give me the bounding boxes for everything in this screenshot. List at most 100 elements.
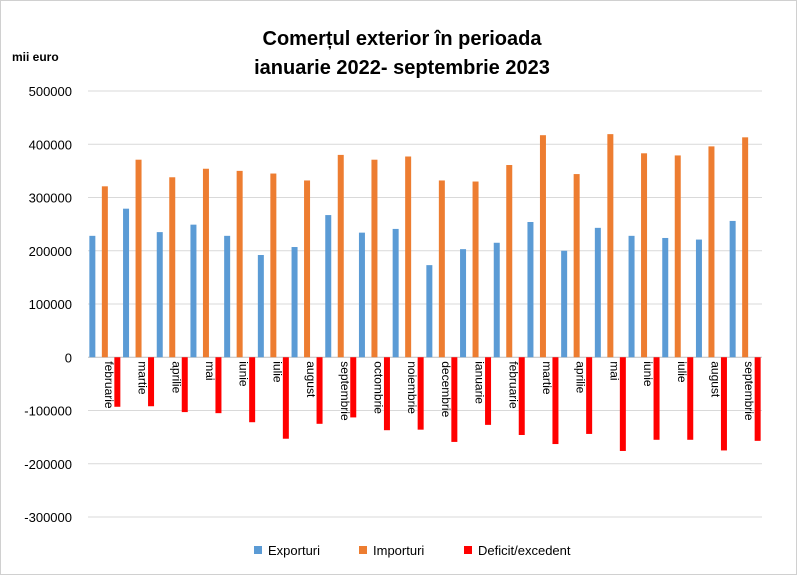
bar-exporturi-19 [695,239,702,358]
bar-importuri-9 [371,159,378,358]
bars [89,134,761,451]
bar-exporturi-5 [224,235,231,358]
legend: Exporturi Importuri Deficit/excedent [254,543,571,558]
bar-importuri-16 [607,134,614,358]
bar-exporturi-14 [527,221,534,358]
y-tick-label: 400000 [29,137,72,152]
bar-deficit-excedent-7 [316,357,323,424]
chart-title-line2: ianuarie 2022- septembrie 2023 [254,57,550,79]
x-tick-label: octombrie [371,361,385,414]
legend-swatch [464,546,472,554]
x-tick-label: iulie [270,361,284,383]
bar-exporturi-2 [123,208,130,358]
bar-importuri-5 [236,170,243,358]
bar-exporturi-12 [460,249,467,358]
bar-importuri-3 [169,177,176,358]
x-tick-label: aprilie [574,361,588,393]
bar-deficit-excedent-15 [586,357,593,434]
x-tick-label: mai [607,361,621,380]
bar-exporturi-7 [291,247,298,358]
bar-importuri-11 [438,180,445,358]
bar-exporturi-18 [662,237,669,358]
bar-deficit-excedent-5 [249,357,256,423]
bar-deficit-excedent-20 [754,357,761,441]
x-tick-label: iunie [641,361,655,387]
bar-deficit-excedent-10 [417,357,424,430]
bar-exporturi-3 [156,232,163,358]
x-tick-label: februarie [102,361,116,409]
x-tick-label: decembrie [439,361,453,417]
x-tick-label: ianuarie [473,361,487,404]
bar-importuri-8 [337,154,344,358]
bar-importuri-10 [405,156,412,358]
x-axis-ticks: februarie martie aprilie mai iunie iulie augus… [102,361,756,421]
y-tick-label: -300000 [24,510,72,525]
bar-deficit-excedent-3 [181,357,188,413]
bar-deficit-excedent-1 [114,357,121,407]
legend-label: Importuri [373,543,424,558]
legend-swatch [254,546,262,554]
bar-deficit-excedent-17 [653,357,660,440]
bar-exporturi-6 [257,255,264,358]
bar-deficit-excedent-11 [451,357,458,442]
x-tick-label: septembrie [338,361,352,421]
bar-importuri-17 [641,153,648,358]
bar-exporturi-13 [493,242,500,358]
bar-exporturi-4 [190,224,197,358]
bar-deficit-excedent-18 [687,357,694,440]
bar-importuri-18 [674,155,681,358]
bar-exporturi-16 [594,227,601,358]
legend-label: Deficit/excedent [478,543,571,558]
bar-importuri-13 [506,165,513,358]
bar-exporturi-10 [392,228,399,358]
y-tick-label: 100000 [29,297,72,312]
bar-exporturi-9 [358,232,365,358]
bar-importuri-14 [539,135,546,358]
bar-exporturi-11 [426,265,433,358]
x-tick-label: februarie [506,361,520,409]
x-tick-label: septembrie [742,361,756,421]
bar-deficit-excedent-2 [148,357,155,407]
bar-deficit-excedent-12 [485,357,492,425]
x-tick-label: august [708,361,722,398]
y-tick-label: -100000 [24,404,72,419]
bar-exporturi-17 [628,235,635,358]
bar-deficit-excedent-9 [383,357,390,431]
bar-importuri-2 [135,159,142,358]
bar-importuri-19 [708,146,715,358]
bar-exporturi-8 [325,215,332,358]
bar-deficit-excedent-19 [720,357,727,451]
bar-exporturi-1 [89,235,96,358]
bar-importuri-7 [304,180,311,358]
bar-importuri-4 [202,168,209,358]
bar-deficit-excedent-8 [350,357,357,418]
y-tick-label: 200000 [29,244,72,259]
bar-importuri-20 [742,137,749,358]
legend-label: Exporturi [268,543,320,558]
bar-deficit-excedent-14 [552,357,559,445]
bar-exporturi-15 [561,250,568,358]
bar-deficit-excedent-4 [215,357,222,414]
bar-deficit-excedent-16 [619,357,626,451]
bar-importuri-1 [101,186,108,358]
x-tick-label: iunie [237,361,251,387]
y-tick-label: 0 [65,350,72,365]
bar-importuri-6 [270,173,277,358]
x-tick-label: mai [203,361,217,380]
x-tick-label: martie [540,361,554,395]
y-tick-label: 500000 [29,84,72,99]
bar-importuri-15 [573,174,580,358]
y-tick-label: 300000 [29,191,72,206]
legend-swatch [359,546,367,554]
chart-title-line1: Comerțul exterior în perioada [263,28,543,50]
x-tick-label: martie [136,361,150,395]
gridlines [88,90,762,518]
bar-deficit-excedent-13 [518,357,525,435]
y-tick-label: -200000 [24,457,72,472]
bar-deficit-excedent-6 [282,357,289,439]
bar-exporturi-20 [729,220,736,358]
y-axis-ticks: 500000 400000 300000 200000 100000 0 -100000 -2… [24,84,72,525]
x-tick-label: iulie [675,361,689,383]
